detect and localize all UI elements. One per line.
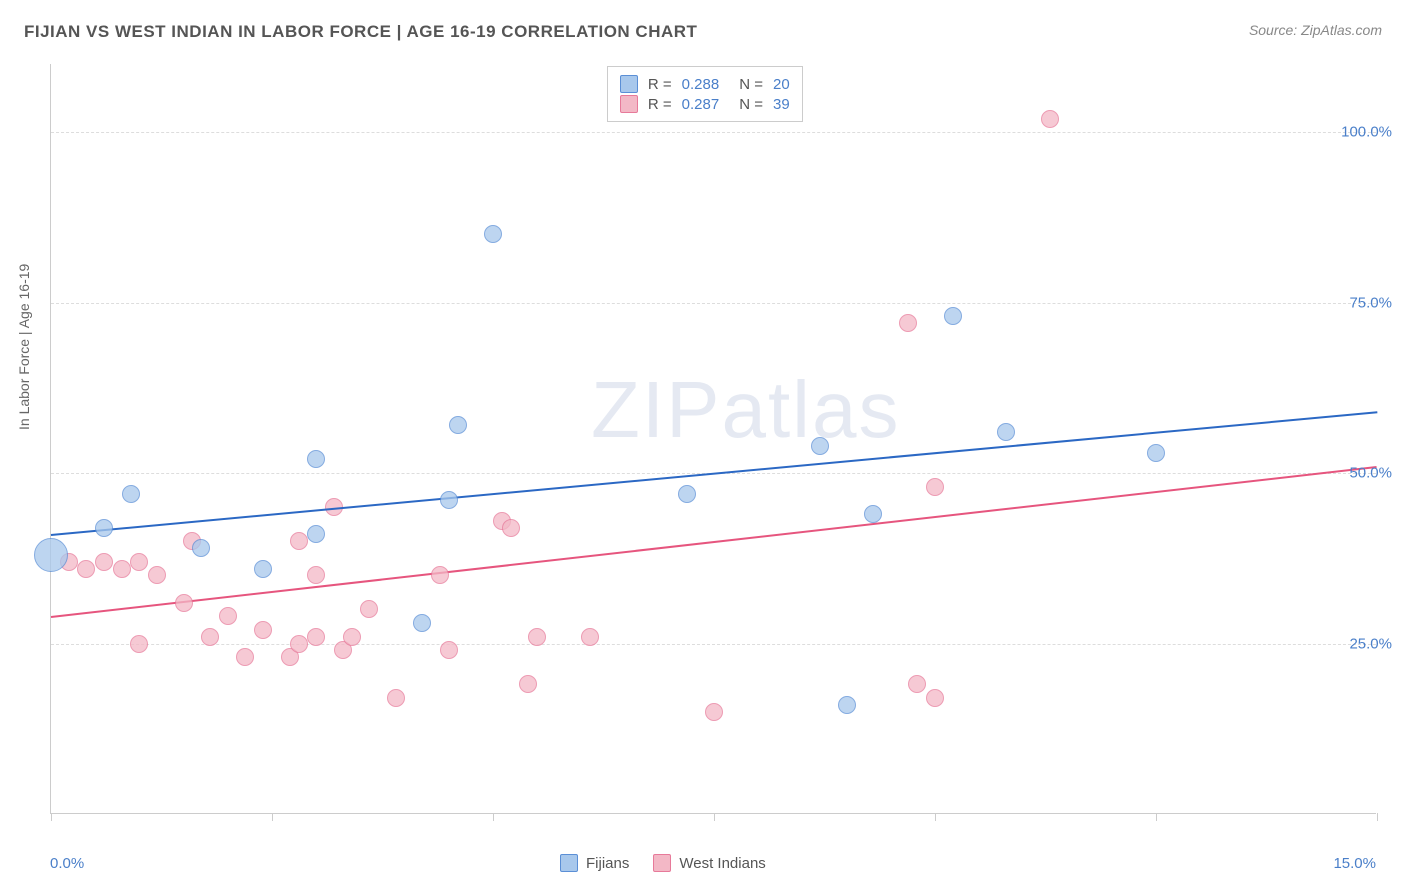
chart-title: FIJIAN VS WEST INDIAN IN LABOR FORCE | A… <box>24 22 697 42</box>
data-point <box>307 566 325 584</box>
data-point <box>997 423 1015 441</box>
n-label: N = <box>739 96 763 113</box>
data-point <box>431 566 449 584</box>
gridline-horizontal <box>51 132 1376 133</box>
data-point <box>519 675 537 693</box>
data-point <box>290 532 308 550</box>
data-point <box>528 628 546 646</box>
x-tick-label: 0.0% <box>50 855 84 872</box>
data-point <box>838 696 856 714</box>
data-point <box>254 621 272 639</box>
data-point <box>95 519 113 537</box>
r-label: R = <box>648 96 672 113</box>
data-point <box>440 641 458 659</box>
x-tick <box>1156 813 1157 821</box>
data-point <box>254 560 272 578</box>
y-tick-label: 75.0% <box>1349 294 1392 311</box>
r-value: 0.287 <box>682 96 720 113</box>
gridline-horizontal <box>51 644 1376 645</box>
data-point <box>113 560 131 578</box>
legend-row: R = 0.287 N = 39 <box>620 95 790 113</box>
data-point <box>484 225 502 243</box>
n-value: 20 <box>773 76 790 93</box>
data-point <box>130 635 148 653</box>
data-point <box>77 560 95 578</box>
data-point <box>360 600 378 618</box>
n-value: 39 <box>773 96 790 113</box>
data-point <box>236 648 254 666</box>
data-point <box>387 689 405 707</box>
legend-item: West Indians <box>653 854 765 872</box>
data-point <box>148 566 166 584</box>
data-point <box>343 628 361 646</box>
series-legend: Fijians West Indians <box>560 854 766 872</box>
data-point <box>307 525 325 543</box>
y-axis-label: In Labor Force | Age 16-19 <box>16 264 32 430</box>
data-point <box>678 485 696 503</box>
data-point <box>307 628 325 646</box>
data-point <box>201 628 219 646</box>
r-value: 0.288 <box>682 76 720 93</box>
legend-swatch <box>620 95 638 113</box>
trend-line <box>51 412 1377 537</box>
data-point <box>899 314 917 332</box>
legend-swatch <box>620 75 638 93</box>
data-point <box>705 703 723 721</box>
legend-label: West Indians <box>679 855 765 872</box>
legend-label: Fijians <box>586 855 629 872</box>
data-point <box>864 505 882 523</box>
x-tick <box>935 813 936 821</box>
plot-area: ZIPatlas <box>50 64 1376 814</box>
data-point <box>908 675 926 693</box>
x-tick <box>493 813 494 821</box>
x-tick-label: 15.0% <box>1333 855 1376 872</box>
data-point <box>944 307 962 325</box>
data-point <box>1147 444 1165 462</box>
gridline-horizontal <box>51 303 1376 304</box>
y-tick-label: 25.0% <box>1349 635 1392 652</box>
x-tick <box>272 813 273 821</box>
data-point <box>502 519 520 537</box>
data-point <box>440 491 458 509</box>
y-tick-label: 50.0% <box>1349 465 1392 482</box>
chart-container: FIJIAN VS WEST INDIAN IN LABOR FORCE | A… <box>0 0 1406 892</box>
data-point <box>192 539 210 557</box>
data-point <box>34 538 68 572</box>
data-point <box>926 689 944 707</box>
x-tick <box>714 813 715 821</box>
legend-item: Fijians <box>560 854 629 872</box>
r-label: R = <box>648 76 672 93</box>
data-point <box>307 450 325 468</box>
y-tick-label: 100.0% <box>1341 124 1392 141</box>
data-point <box>175 594 193 612</box>
n-label: N = <box>739 76 763 93</box>
watermark: ZIPatlas <box>591 364 900 456</box>
x-tick <box>1377 813 1378 821</box>
data-point <box>122 485 140 503</box>
correlation-legend: R = 0.288 N = 20 R = 0.287 N = 39 <box>607 66 803 122</box>
data-point <box>219 607 237 625</box>
data-point <box>95 553 113 571</box>
trend-line <box>51 466 1377 618</box>
data-point <box>130 553 148 571</box>
data-point <box>581 628 599 646</box>
data-point <box>290 635 308 653</box>
legend-row: R = 0.288 N = 20 <box>620 75 790 93</box>
source-attribution: Source: ZipAtlas.com <box>1249 22 1382 38</box>
data-point <box>413 614 431 632</box>
x-tick <box>51 813 52 821</box>
legend-swatch <box>560 854 578 872</box>
data-point <box>811 437 829 455</box>
legend-swatch <box>653 854 671 872</box>
data-point <box>926 478 944 496</box>
data-point <box>1041 110 1059 128</box>
data-point <box>449 416 467 434</box>
